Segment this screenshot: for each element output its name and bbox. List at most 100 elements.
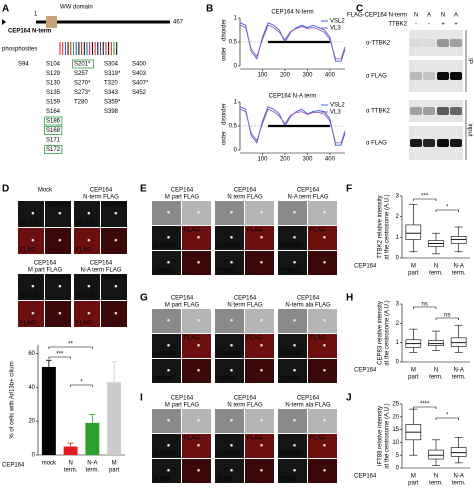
micrograph-spot (167, 468, 170, 472)
y-tick-label: 0 (234, 64, 238, 70)
micrograph-spot (167, 418, 170, 422)
x-tick-label: M (411, 368, 416, 374)
y-tick-label: 10 (392, 440, 399, 446)
y-tick-label: 20 (392, 414, 399, 420)
panel-label: H (346, 293, 353, 304)
micrograph (182, 226, 211, 250)
channel-label: FLAG (310, 228, 326, 234)
significance-bracket (413, 406, 437, 409)
channel-label: FLAG (20, 248, 36, 254)
micrograph (245, 309, 274, 333)
micrograph (278, 226, 307, 250)
micrograph-spot (260, 235, 263, 239)
bar (107, 382, 122, 455)
y-tick-label: 1 (234, 16, 238, 22)
phosphosite: S407* (132, 81, 149, 87)
chart-title: CEP164 N-A term (269, 94, 317, 100)
micrograph-spot (167, 368, 170, 372)
channel-label: FLAG (310, 436, 326, 442)
micrograph-spot (293, 468, 296, 472)
micrograph (278, 409, 307, 433)
micrograph (18, 274, 44, 300)
micrograph (182, 201, 211, 225)
box (450, 337, 467, 347)
micrograph-spot (87, 311, 91, 315)
x-tick-label: term. (429, 271, 443, 277)
channel-label: CEP83 (217, 377, 237, 383)
phosphosite: S168 (46, 128, 61, 134)
blot-band (450, 39, 462, 47)
y-label: disorder (222, 103, 228, 125)
micrograph-spot (260, 368, 263, 372)
channel-label: Arl 13b (20, 294, 40, 300)
channel-label: FLAG (247, 436, 263, 442)
y-tick-label: 0 (396, 466, 400, 472)
channel-label: TTBK2 (280, 269, 299, 275)
micrograph (182, 309, 211, 333)
significance-label: *** (421, 194, 429, 200)
micrograph (152, 251, 181, 275)
significance-label: ns (444, 313, 450, 319)
micrograph (152, 226, 181, 250)
y-tick-label: 1 (396, 235, 400, 241)
micrograph (215, 334, 244, 358)
image-header: N-term FLAG (83, 195, 119, 201)
micrograph-spot (293, 260, 296, 264)
micrograph (308, 226, 337, 250)
micrograph (215, 201, 244, 225)
micrograph-spot (197, 210, 200, 214)
x-tick-label: term. (452, 481, 466, 487)
micrograph-spot (260, 318, 263, 322)
channel-label: Arl 13b (76, 221, 96, 227)
micrograph (308, 434, 337, 458)
x-tick-label: part (408, 481, 419, 487)
phosphosite: S135 (46, 90, 61, 96)
phosphosite: S129 (46, 71, 61, 77)
channel-label: FLAG (310, 336, 326, 342)
micrograph-spot (293, 235, 296, 239)
micrograph-spot (58, 284, 62, 288)
micrograph-spot (31, 238, 35, 242)
micrograph-spot (87, 238, 91, 242)
micrograph-spot (323, 210, 326, 214)
bar (63, 446, 78, 455)
channel-label: IFT88 (217, 477, 233, 483)
blot-band (410, 72, 422, 80)
y-tick-label: 2 (396, 321, 400, 327)
micrograph-spot (293, 210, 296, 214)
micrograph (101, 274, 127, 300)
image-header: N term FLAG (227, 303, 263, 309)
micrograph (45, 201, 71, 227)
significance-bracket (48, 346, 93, 349)
micrograph-spot (167, 443, 170, 447)
image-header: CEP164 (171, 296, 194, 302)
ttbk2-label: TTBK2 (388, 22, 407, 28)
panel-label: C (356, 4, 363, 15)
legend-label: VSL2 (330, 19, 345, 25)
micrograph-spot (230, 343, 233, 347)
box (450, 447, 467, 457)
y-tick-label: 20 (28, 419, 35, 425)
image-header: Mock (38, 188, 53, 194)
micrograph-spot (197, 235, 200, 239)
channel-label: FLAG (184, 228, 200, 234)
micrograph-spot (230, 443, 233, 447)
micrograph-spot (87, 284, 91, 288)
channel-label: TTBK2 (154, 269, 173, 275)
channel-label: TTBK2 (217, 269, 236, 275)
micrograph (45, 274, 71, 300)
micrograph (308, 359, 337, 383)
panel-label: F (346, 184, 352, 195)
lane-sign: - (415, 22, 417, 28)
phosphosite: S452 (132, 90, 147, 96)
micrograph-spot (293, 443, 296, 447)
micrograph-spot (323, 468, 326, 472)
legend-label: VL3 (330, 26, 341, 32)
lane-sign: + (454, 22, 458, 28)
micrograph (74, 274, 100, 300)
y-tick-label: 0.5 (229, 124, 238, 130)
lane-label: A (427, 13, 431, 19)
micrograph (74, 301, 100, 327)
micrograph (182, 251, 211, 275)
blot-label: α-TTBK2 (366, 41, 391, 47)
